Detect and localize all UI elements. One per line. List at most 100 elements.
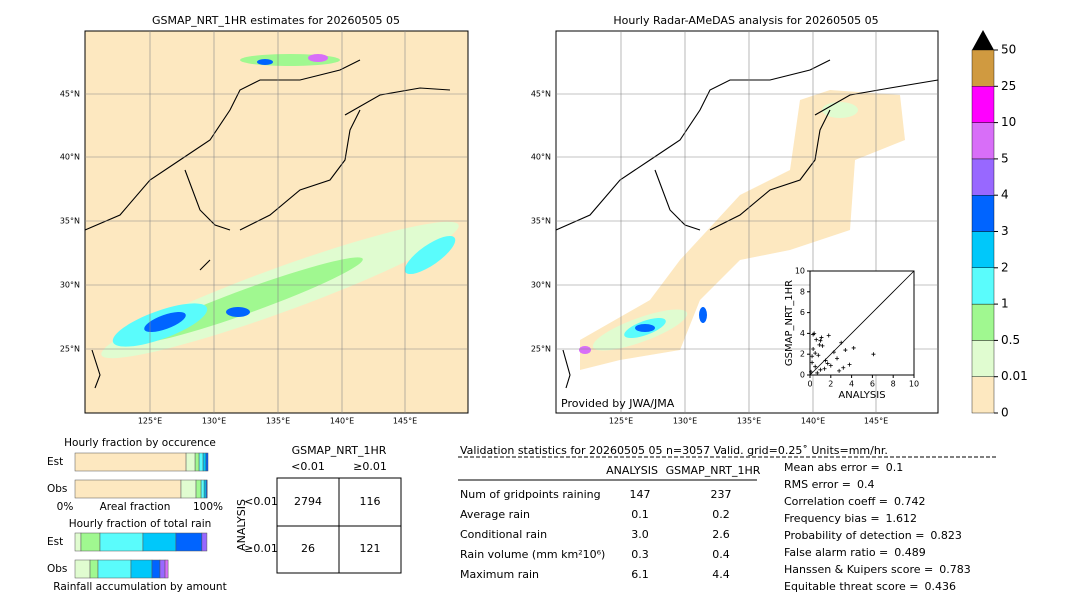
y-tick-label: 2 <box>800 350 805 359</box>
colorbar-label: 2 <box>1001 260 1009 274</box>
scatter-point <box>825 361 830 366</box>
lon-label: 125°E <box>609 417 633 426</box>
scatter-point <box>810 354 815 359</box>
score-value: 0.1 <box>886 461 904 474</box>
score: Hanssen & Kuipers score = 0.783 <box>784 563 971 576</box>
colorbar-label: 0.01 <box>1001 369 1028 383</box>
lon-label: 135°E <box>737 417 761 426</box>
score-label: Hanssen & Kuipers score = <box>784 563 933 576</box>
score: Correlation coeff = 0.742 <box>784 495 926 508</box>
scatter-point <box>818 338 823 343</box>
score-value: 0.742 <box>894 495 926 508</box>
axis-label: 0% <box>57 501 74 513</box>
colorbar-segment <box>971 86 995 123</box>
fraction-segment <box>205 452 209 472</box>
fraction-segment <box>99 532 144 552</box>
panel-title: Hourly fraction of total rain <box>69 518 212 530</box>
scatter-point <box>835 356 840 361</box>
stat-value: 4.4 <box>712 568 730 581</box>
scatter-point <box>823 358 828 363</box>
fraction-segment <box>74 452 187 472</box>
diagonal <box>809 270 915 376</box>
row-label: Obs <box>47 483 67 495</box>
scatter-point <box>811 347 816 351</box>
table-cell: 121 <box>360 542 381 555</box>
row-label: Est <box>47 456 63 468</box>
x-axis-label: ANALYSIS <box>838 390 885 401</box>
x-tick-label: 8 <box>891 380 896 389</box>
colorbar-label: 4 <box>1001 188 1009 202</box>
colorbar-segment <box>971 122 995 160</box>
stat-value: 0.3 <box>631 548 649 561</box>
stat-value: 147 <box>630 488 651 501</box>
table-cell: 2794 <box>294 495 322 508</box>
fraction-segment <box>74 559 91 579</box>
lon-label: 145°E <box>864 417 888 426</box>
score-label: Correlation coeff = <box>784 495 888 508</box>
fraction-segment <box>200 479 205 499</box>
score-label: Frequency bias = <box>784 512 880 525</box>
scatter-point <box>814 337 819 342</box>
lon-label: 140°E <box>330 417 354 426</box>
fraction-segment <box>198 452 204 472</box>
lat-label: 40°N <box>60 153 80 162</box>
lon-label: 125°E <box>138 417 162 426</box>
scatter-point <box>815 370 820 375</box>
score: Equitable threat score = 0.436 <box>784 580 956 593</box>
x-tick-label: 6 <box>870 380 875 389</box>
column-header: GSMAP_NRT_1HR <box>666 464 761 477</box>
scatter-point <box>843 348 848 353</box>
y-axis-label: GSMAP_NRT_1HR <box>784 280 795 366</box>
table-cell: 26 <box>301 542 315 555</box>
lat-label: 30°N <box>531 281 551 290</box>
x-tick-label: 10 <box>909 380 919 389</box>
stat-value: 0.4 <box>712 548 730 561</box>
colorbar-segment <box>971 158 995 196</box>
scatter-point <box>810 360 815 365</box>
colorbar-segment <box>971 303 995 341</box>
y-tick-label: 4 <box>800 329 805 338</box>
scatter-point <box>851 345 856 350</box>
fraction-segment <box>142 532 177 552</box>
score-label: Equitable threat score = <box>784 580 918 593</box>
score-value: 0.783 <box>939 563 971 576</box>
colorbar-segment <box>971 340 995 377</box>
lat-label: 45°N <box>60 90 80 99</box>
axis-label: 100% <box>193 501 223 513</box>
colorbar-label: 3 <box>1001 224 1009 238</box>
scatter-point <box>816 353 821 358</box>
row-title: ANALYSIS <box>235 499 248 551</box>
lon-label: 140°E <box>801 417 825 426</box>
y-tick-label: 0 <box>800 371 805 380</box>
lon-label: 130°E <box>673 417 697 426</box>
lat-label: 45°N <box>531 90 551 99</box>
scatter-point <box>839 340 844 345</box>
score-value: 0.489 <box>894 546 926 559</box>
column-header: ≥0.01 <box>353 460 387 473</box>
scatter-point <box>820 343 825 348</box>
scatter-point <box>871 352 876 357</box>
fraction-segment <box>80 532 101 552</box>
score-value: 0.436 <box>924 580 956 593</box>
column-header: ANALYSIS <box>606 464 658 477</box>
score: False alarm ratio = 0.489 <box>784 546 926 559</box>
fraction-segment <box>195 479 202 499</box>
score-value: 0.823 <box>930 529 962 542</box>
lon-label: 130°E <box>202 417 226 426</box>
colorbar-segment <box>971 194 995 232</box>
fraction-segment <box>89 559 99 579</box>
stat-value: 2.6 <box>712 528 730 541</box>
map-frame <box>84 30 469 414</box>
table-cell: 116 <box>360 495 381 508</box>
fraction-segment <box>97 559 132 579</box>
score-label: Mean abs error = <box>784 461 880 474</box>
scatter-point <box>826 333 831 338</box>
stat-value: 6.1 <box>631 568 649 581</box>
scatter-point <box>819 335 824 340</box>
map-title: GSMAP_NRT_1HR estimates for 20260505 05 <box>152 14 400 27</box>
table-title: GSMAP_NRT_1HR <box>292 444 387 457</box>
colorbar-label: 10 <box>1001 115 1016 129</box>
caption: Rainfall accumulation by amount <box>53 581 226 593</box>
map-title: Hourly Radar-AMeDAS analysis for 2026050… <box>613 14 878 27</box>
